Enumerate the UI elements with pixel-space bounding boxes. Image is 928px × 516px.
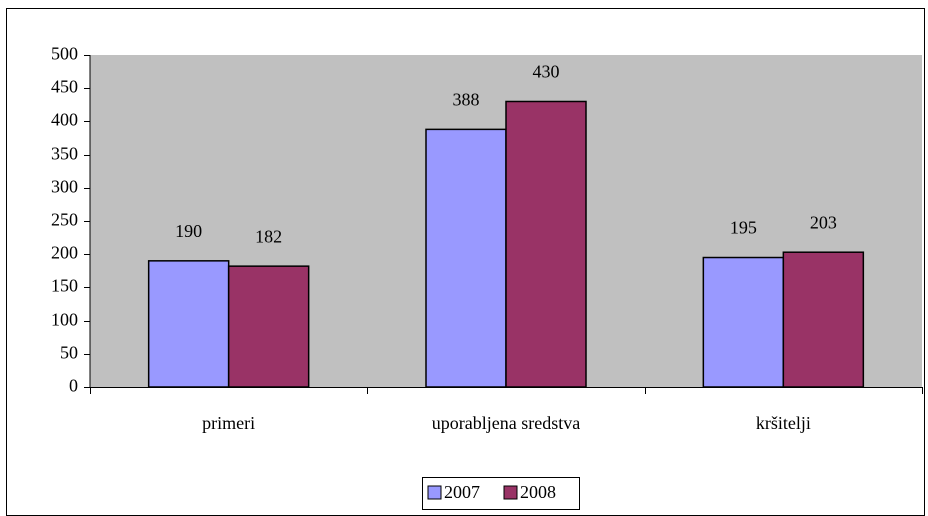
y-tick-label: 0 xyxy=(69,376,78,396)
legend-swatch xyxy=(503,485,518,500)
y-tick-label: 400 xyxy=(51,110,78,130)
legend-label: 2008 xyxy=(520,482,556,502)
bar xyxy=(702,256,785,388)
legend-label: 2007 xyxy=(444,482,480,502)
data-label: 190 xyxy=(175,221,202,241)
y-tick-label: 100 xyxy=(51,310,78,330)
data-label: 195 xyxy=(730,218,757,238)
legend-box xyxy=(422,477,580,510)
data-label: 430 xyxy=(533,62,560,82)
x-tick-label: primeri xyxy=(202,413,255,433)
y-tick-label: 250 xyxy=(51,210,78,230)
data-label: 182 xyxy=(255,226,282,246)
y-tick-label: 300 xyxy=(51,177,78,197)
bar xyxy=(505,100,587,388)
x-tick-label: kršitelji xyxy=(756,413,811,433)
x-tick-label: uporabljena sredstva xyxy=(432,413,580,433)
bar xyxy=(227,265,310,388)
legend-swatch xyxy=(427,485,442,500)
y-tick-label: 500 xyxy=(51,44,78,64)
y-tick-label: 350 xyxy=(51,144,78,164)
y-tick-label: 200 xyxy=(51,243,78,263)
bar xyxy=(425,128,507,388)
data-label: 388 xyxy=(453,89,480,109)
bar xyxy=(782,251,865,388)
y-tick-label: 150 xyxy=(51,276,78,296)
y-tick-label: 450 xyxy=(51,77,78,97)
data-label: 203 xyxy=(810,212,837,232)
bar xyxy=(147,260,230,388)
y-tick-label: 50 xyxy=(60,343,78,363)
